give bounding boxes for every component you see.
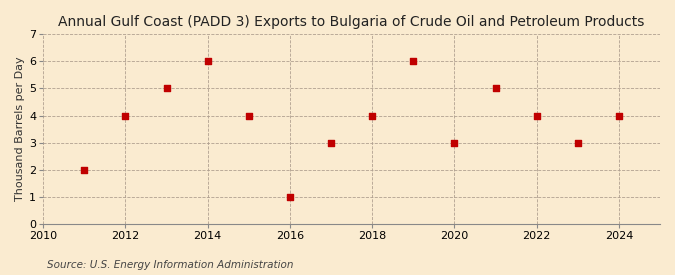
Point (490, 86, 501, 91)
Point (202, 59, 213, 64)
Point (614, 113, 624, 118)
Point (449, 141, 460, 145)
Y-axis label: Thousand Barrels per Day: Thousand Barrels per Day (15, 57, 25, 201)
Point (408, 59, 418, 64)
Point (161, 86, 172, 91)
Text: Source: U.S. Energy Information Administration: Source: U.S. Energy Information Administ… (47, 260, 294, 270)
Point (79, 167, 90, 172)
Point (325, 141, 336, 145)
Point (285, 194, 296, 199)
Point (367, 113, 377, 118)
Title: Annual Gulf Coast (PADD 3) Exports to Bulgaria of Crude Oil and Petroleum Produc: Annual Gulf Coast (PADD 3) Exports to Bu… (59, 15, 645, 29)
Point (244, 113, 254, 118)
Point (120, 113, 131, 118)
Point (531, 113, 542, 118)
Point (572, 141, 583, 145)
